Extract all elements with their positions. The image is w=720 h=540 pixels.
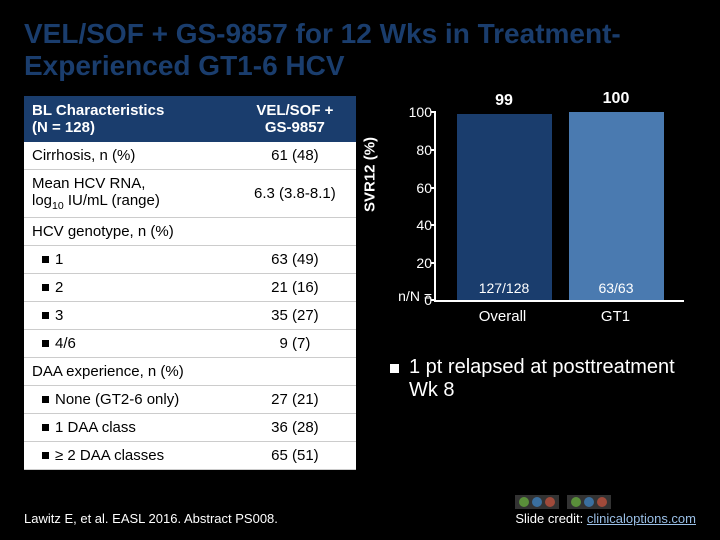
n-over-N-label: n/N = [390, 288, 432, 304]
chart-panel: SVR12 (%) 99127/12810063/63 020406080100… [376, 96, 696, 470]
note-text: 1 pt relapsed at posttreatment Wk 8 [409, 356, 696, 402]
row-label: ≥ 2 DAA classes [24, 442, 234, 470]
row-label: 1 [24, 246, 234, 274]
bar: 10063/63 [569, 112, 664, 300]
row-label: 2 [24, 274, 234, 302]
bar-value-label: 99 [457, 92, 552, 110]
bar-n-label: 127/128 [457, 280, 552, 296]
table-row: 4/69 (7) [24, 330, 356, 358]
table-row: HCV genotype, n (%) [24, 218, 356, 246]
row-label: DAA experience, n (%) [24, 358, 234, 386]
slide-title: VEL/SOF + GS-9857 for 12 Wks in Treatmen… [24, 18, 696, 82]
table-row: None (GT2-6 only)27 (21) [24, 386, 356, 414]
note-bullet: 1 pt relapsed at posttreatment Wk 8 [390, 356, 696, 402]
slide-credit: Slide credit: clinicaloptions.com [515, 511, 696, 526]
bar-value-label: 100 [569, 90, 664, 108]
x-category-label: GT1 [568, 308, 663, 325]
bar: 99127/128 [457, 112, 552, 300]
row-label: 3 [24, 302, 234, 330]
row-value: 61 (48) [234, 142, 356, 170]
row-value: 36 (28) [234, 414, 356, 442]
svr12-bar-chart: SVR12 (%) 99127/12810063/63 020406080100… [386, 102, 696, 332]
row-value: 65 (51) [234, 442, 356, 470]
citation: Lawitz E, et al. EASL 2016. Abstract PS0… [24, 511, 278, 526]
row-value: 6.3 (3.8-8.1) [234, 170, 356, 218]
row-label: 4/6 [24, 330, 234, 358]
footer-right: Slide credit: clinicaloptions.com [515, 495, 696, 526]
row-label: None (GT2-6 only) [24, 386, 234, 414]
row-value [234, 218, 356, 246]
characteristics-table: BL Characteristics(N = 128) VEL/SOF +GS-… [24, 96, 356, 470]
row-value: 35 (27) [234, 302, 356, 330]
table-row: 163 (49) [24, 246, 356, 274]
row-label: HCV genotype, n (%) [24, 218, 234, 246]
row-value: 63 (49) [234, 246, 356, 274]
bullet-square-icon [390, 364, 399, 373]
table-row: Cirrhosis, n (%)61 (48) [24, 142, 356, 170]
row-value: 21 (16) [234, 274, 356, 302]
row-label: 1 DAA class [24, 414, 234, 442]
plot-area: 99127/12810063/63 020406080100 [434, 112, 684, 302]
row-label: Cirrhosis, n (%) [24, 142, 234, 170]
table-row: 221 (16) [24, 274, 356, 302]
x-category-label: Overall [455, 308, 550, 325]
credit-link[interactable]: clinicaloptions.com [587, 511, 696, 526]
content-row: BL Characteristics(N = 128) VEL/SOF +GS-… [24, 96, 696, 470]
logo-icon [567, 495, 611, 509]
bar-n-label: 63/63 [569, 280, 664, 296]
row-label: Mean HCV RNA,log10 IU/mL (range) [24, 170, 234, 218]
table-row: DAA experience, n (%) [24, 358, 356, 386]
row-value [234, 358, 356, 386]
table-row: Mean HCV RNA,log10 IU/mL (range)6.3 (3.8… [24, 170, 356, 218]
row-value: 9 (7) [234, 330, 356, 358]
slide: VEL/SOF + GS-9857 for 12 Wks in Treatmen… [0, 0, 720, 540]
logo-group [515, 495, 696, 509]
table-row: 1 DAA class36 (28) [24, 414, 356, 442]
table-row: ≥ 2 DAA classes65 (51) [24, 442, 356, 470]
table-header-right: VEL/SOF +GS-9857 [234, 96, 356, 142]
row-value: 27 (21) [234, 386, 356, 414]
table-row: 335 (27) [24, 302, 356, 330]
y-axis-label: SVR12 (%) [362, 137, 379, 212]
logo-icon [515, 495, 559, 509]
footer: Lawitz E, et al. EASL 2016. Abstract PS0… [24, 495, 696, 526]
table-panel: BL Characteristics(N = 128) VEL/SOF +GS-… [24, 96, 356, 470]
table-header-left: BL Characteristics(N = 128) [24, 96, 234, 142]
